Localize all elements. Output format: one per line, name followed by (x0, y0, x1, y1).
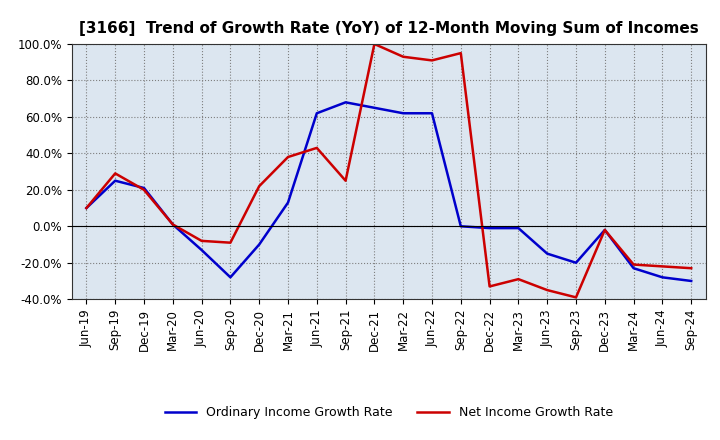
Ordinary Income Growth Rate (428, 110, 436, 116)
Net Income Growth Rate (82, 205, 91, 211)
Legend: Ordinary Income Growth Rate, Net Income Growth Rate: Ordinary Income Growth Rate, Net Income … (158, 400, 619, 425)
Net Income Growth Rate (341, 178, 350, 183)
Ordinary Income Growth Rate (658, 275, 667, 280)
Net Income Growth Rate (543, 287, 552, 293)
Net Income Growth Rate (255, 183, 264, 189)
Ordinary Income Growth Rate (82, 205, 91, 211)
Net Income Growth Rate (197, 238, 206, 243)
Net Income Growth Rate (600, 227, 609, 233)
Net Income Growth Rate (140, 187, 148, 192)
Ordinary Income Growth Rate (284, 200, 292, 205)
Ordinary Income Growth Rate (687, 279, 696, 284)
Ordinary Income Growth Rate (226, 275, 235, 280)
Ordinary Income Growth Rate (399, 110, 408, 116)
Title: [3166]  Trend of Growth Rate (YoY) of 12-Month Moving Sum of Incomes: [3166] Trend of Growth Rate (YoY) of 12-… (79, 21, 698, 36)
Net Income Growth Rate (456, 51, 465, 56)
Ordinary Income Growth Rate (341, 100, 350, 105)
Net Income Growth Rate (284, 154, 292, 160)
Ordinary Income Growth Rate (572, 260, 580, 265)
Net Income Growth Rate (312, 145, 321, 150)
Ordinary Income Growth Rate (543, 251, 552, 256)
Net Income Growth Rate (687, 266, 696, 271)
Ordinary Income Growth Rate (629, 266, 638, 271)
Ordinary Income Growth Rate (456, 224, 465, 229)
Ordinary Income Growth Rate (168, 222, 177, 227)
Line: Ordinary Income Growth Rate: Ordinary Income Growth Rate (86, 103, 691, 281)
Net Income Growth Rate (629, 262, 638, 267)
Net Income Growth Rate (572, 295, 580, 300)
Ordinary Income Growth Rate (111, 178, 120, 183)
Ordinary Income Growth Rate (600, 227, 609, 233)
Ordinary Income Growth Rate (485, 225, 494, 231)
Net Income Growth Rate (399, 54, 408, 59)
Net Income Growth Rate (168, 222, 177, 227)
Ordinary Income Growth Rate (255, 242, 264, 247)
Net Income Growth Rate (370, 41, 379, 47)
Net Income Growth Rate (226, 240, 235, 246)
Ordinary Income Growth Rate (140, 185, 148, 191)
Net Income Growth Rate (428, 58, 436, 63)
Ordinary Income Growth Rate (514, 225, 523, 231)
Net Income Growth Rate (111, 171, 120, 176)
Net Income Growth Rate (658, 264, 667, 269)
Net Income Growth Rate (514, 276, 523, 282)
Ordinary Income Growth Rate (197, 247, 206, 253)
Ordinary Income Growth Rate (370, 105, 379, 110)
Net Income Growth Rate (485, 284, 494, 289)
Ordinary Income Growth Rate (312, 110, 321, 116)
Line: Net Income Growth Rate: Net Income Growth Rate (86, 44, 691, 297)
